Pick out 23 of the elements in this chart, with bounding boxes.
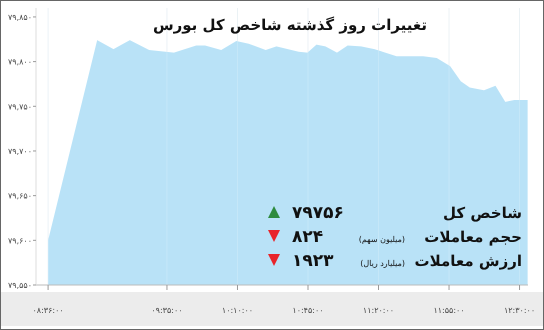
annotation: (میلیارد ریال) [360,259,405,268]
y-tick-label: ۷۹,۷۰۰ [8,146,32,156]
y-tick-label: ۷۹,۸۰۰ [8,58,32,67]
annotation: ارزش معاملات [414,252,522,270]
y-tick-label: ۷۹,۸۵۰ [8,12,32,22]
x-tick-label: ۱۱:۲۰:۰۰ [362,306,394,315]
annotation: (میلیون سهم) [358,235,405,244]
y-tick-label: ۷۹,۶۰۰ [8,236,32,246]
y-tick-label: ۷۹,۶۵۰ [8,192,32,201]
y-tick-label: ۷۹,۷۵۰ [8,102,32,112]
x-tick-label: ۰۸:۳۶:۰۰ [32,306,64,315]
annotation: حجم معاملات [424,228,522,246]
x-tick-label: ۱۰:۱۰:۰۰ [222,306,254,315]
annotation: شاخص کل [443,204,522,222]
annotation: ۸۲۴ [292,227,324,247]
x-tick-label: ۱۲:۳۰:۰۰ [504,306,536,315]
annotation: ۷۹۷۵۶ [292,203,344,223]
x-tick-label: ۱۱:۵۵:۰۰ [433,306,465,315]
x-tick-label: ۰۹:۳۵:۰۰ [151,306,183,315]
x-tick-label: ۱۰:۴۵:۰۰ [292,306,324,315]
annotation: ۱۹۲۳ [292,251,334,271]
text: تغییرات روز گذشته شاخص کل بورس [152,16,428,34]
y-tick-label: ۷۹,۵۵۰ [8,281,32,290]
